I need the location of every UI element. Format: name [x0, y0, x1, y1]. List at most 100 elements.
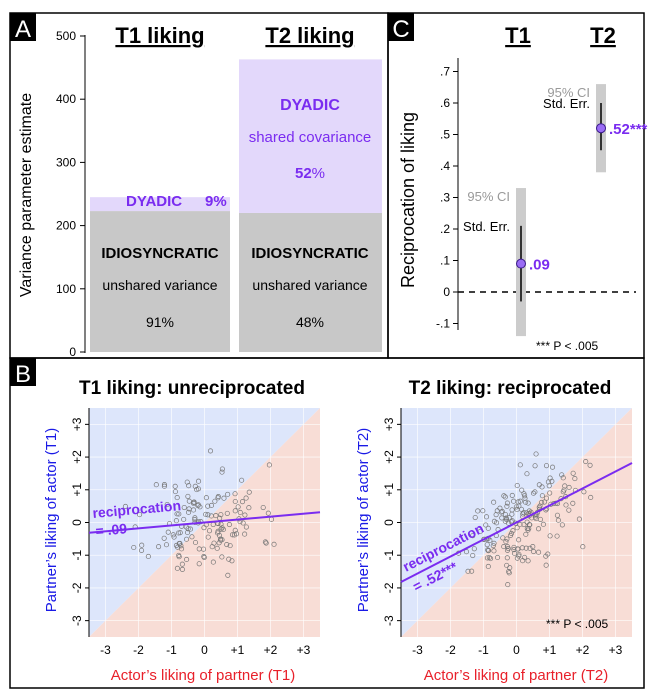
data-point: [153, 482, 159, 488]
data-point: [226, 521, 232, 528]
data-point: [161, 482, 167, 488]
data-point: [176, 511, 182, 517]
data-point: [185, 526, 191, 532]
y-tick-label: 200: [56, 219, 76, 233]
y-tick-label: 500: [56, 29, 76, 43]
ci-label: 95% CI: [467, 189, 510, 204]
data-point: [525, 558, 531, 564]
data-point: [246, 489, 252, 495]
data-point: [218, 526, 224, 532]
data-point: [555, 517, 561, 523]
data-point: [262, 539, 268, 545]
x-tick-label: +3: [297, 643, 311, 657]
data-point: [519, 487, 525, 493]
data-point: [186, 506, 192, 512]
y-tick-label: 0: [443, 285, 450, 299]
y-tick-label: 100: [56, 282, 76, 296]
data-point: [475, 508, 481, 514]
data-point: [181, 516, 187, 522]
data-point: [215, 495, 221, 501]
panel-c-footnote: *** P < .005: [536, 339, 598, 353]
data-point: [532, 514, 538, 520]
data-point: [520, 558, 526, 564]
data-point: [161, 483, 167, 489]
dyadic-t2-label: DYADIC: [280, 97, 340, 114]
y-tick-label: .1: [440, 254, 450, 268]
data-point: [515, 499, 521, 505]
data-point: [210, 559, 216, 565]
data-point: [503, 515, 509, 521]
data-point: [514, 525, 520, 531]
data-point: [138, 547, 145, 553]
data-point: [539, 484, 545, 490]
data-point: [208, 502, 215, 509]
data-point: [533, 451, 539, 457]
data-point: [484, 555, 490, 561]
y-tick-label: +3: [70, 417, 84, 431]
x-tick-label: +1: [543, 643, 557, 657]
data-point: [145, 553, 151, 560]
x-tick-label: +2: [576, 643, 590, 657]
data-point: [205, 512, 211, 518]
data-point: [186, 509, 192, 515]
panel-c-letter: C: [392, 16, 409, 43]
data-point: [532, 489, 538, 495]
dyadic-bar: [239, 59, 382, 213]
dyadic-t2-pct-sym: %: [312, 165, 325, 182]
data-point: [239, 499, 246, 505]
data-point: [181, 504, 187, 511]
data-point: [161, 535, 167, 541]
data-point: [503, 539, 509, 545]
data-point: [506, 569, 512, 575]
data-point: [501, 493, 507, 499]
data-point: [524, 471, 530, 477]
data-point: [224, 542, 230, 548]
y-tick-label: +3: [382, 417, 396, 431]
estimate-label: .09: [529, 257, 550, 274]
data-point: [214, 545, 220, 551]
data-point: [139, 542, 145, 548]
data-point: [537, 516, 543, 522]
data-point: [465, 568, 471, 574]
y-tick-label: -3: [70, 615, 84, 626]
panel-c-title-t2: T2: [590, 23, 616, 48]
data-point: [540, 521, 546, 527]
data-point: [502, 512, 509, 518]
data-point: [485, 547, 491, 553]
data-point: [509, 492, 515, 498]
data-point: [576, 516, 582, 522]
y-tick-label: +1: [382, 483, 396, 497]
data-point: [524, 526, 530, 532]
data-point: [240, 520, 246, 526]
data-point: [505, 582, 511, 588]
data-point: [500, 535, 506, 541]
x-tick-label: -2: [133, 643, 144, 657]
data-point: [212, 498, 218, 504]
y-tick-label: +1: [70, 483, 84, 497]
reciprocation-line: [400, 462, 633, 583]
data-point: [229, 558, 235, 564]
data-point: [122, 503, 129, 509]
data-point: [173, 518, 179, 524]
data-point: [205, 534, 211, 540]
data-point: [174, 511, 180, 517]
data-point: [266, 462, 272, 468]
x-tick-label: -1: [166, 643, 177, 657]
data-point: [587, 462, 593, 468]
panel-b-letter: B: [15, 361, 31, 388]
data-point: [531, 548, 537, 555]
data-point: [184, 556, 190, 562]
estimate-point: [596, 123, 606, 134]
data-point: [485, 563, 491, 570]
panel-b2-ylabel: Partner’s liking of actor (T2): [355, 428, 372, 613]
data-point: [507, 532, 514, 538]
data-point: [570, 470, 576, 476]
y-tick-label: -1: [382, 550, 396, 561]
x-tick-label: -3: [100, 643, 111, 657]
data-point: [225, 572, 231, 578]
panel-b1-title: T1 liking: unreciprocated: [79, 378, 305, 399]
idio-t1-label: IDIOSYNCRATIC: [101, 245, 218, 262]
data-point: [265, 510, 271, 516]
data-point: [221, 495, 227, 501]
data-point: [560, 475, 566, 481]
